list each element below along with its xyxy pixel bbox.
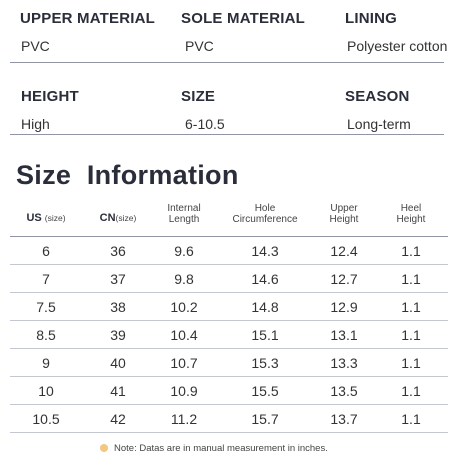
table-cell: 1.1 [401,299,421,315]
divider [10,134,444,135]
table-row: 9 40 10.7 15.3 13.3 1.1 [10,349,448,377]
table-cell: 14.3 [251,243,279,259]
table-cell: 8.5 [36,327,56,343]
col-header-hole-circumference: Hole Circumference [214,203,316,225]
table-cell: 9 [42,355,50,371]
col-header-us-unit: (size) [44,213,66,223]
table-cell: 37 [110,271,126,287]
spec-value-size: 6-10.5 [185,116,225,132]
divider [10,62,444,63]
table-row: 6 36 9.6 14.3 12.4 1.1 [10,237,448,265]
spec-value-height: High [21,116,50,132]
spec-label-upper-material: UPPER MATERIAL [20,10,156,27]
table-cell: 9.8 [174,271,194,287]
table-cell: 39 [110,327,126,343]
col-header-line: Hole [254,203,276,214]
col-header-heel-height: Heel Height [378,203,444,225]
spec-value-sole-material: PVC [185,38,214,54]
spec-value-season: Long-term [347,116,411,132]
footnote: Note: Datas are in manual measurement in… [100,443,328,454]
col-header-us-label: US [26,212,42,224]
table-cell: 10.4 [170,327,198,343]
col-header-line: Heel [400,203,422,214]
table-cell: 12.7 [330,271,358,287]
table-cell: 13.5 [330,383,358,399]
table-cell: 1.1 [401,243,421,259]
table-cell: 1.1 [401,327,421,343]
table-cell: 40 [110,355,126,371]
table-cell: 12.4 [330,243,358,259]
spec-label-sole-material: SOLE MATERIAL [181,10,305,27]
spec-label-season: SEASON [345,88,410,105]
table-body: 6 36 9.6 14.3 12.4 1.1 7 37 9.8 14.6 12.7 1.1 7.5 38 1… [10,237,448,433]
table-cell: 1.1 [401,411,421,427]
bullet-icon [100,444,108,452]
col-header-line: Circumference [232,214,298,225]
table-cell: 15.5 [251,383,279,399]
col-header-cn: CN(size) [82,213,154,224]
table-cell: 13.1 [330,327,358,343]
spec-row: HEIGHT High SIZE 6-10.5 SEASON Long-term [0,78,458,148]
divider [10,236,448,237]
table-cell: 9.6 [174,243,194,259]
table-cell: 1.1 [401,355,421,371]
spec-value-lining: Polyester cotton [347,38,448,54]
table-cell: 1.1 [401,271,421,287]
table-cell: 12.9 [330,299,358,315]
col-header-us: US (size) [10,213,82,224]
table-cell: 42 [110,411,126,427]
section-title: Size Information [16,160,239,190]
col-header-upper-height: Upper Height [316,203,372,225]
table-row: 10 41 10.9 15.5 13.5 1.1 [10,377,448,405]
table-cell: 6 [42,243,50,259]
product-specs: UPPER MATERIAL PVC SOLE MATERIAL PVC LIN… [0,0,458,140]
spec-row: UPPER MATERIAL PVC SOLE MATERIAL PVC LIN… [0,0,458,70]
table-cell: 13.7 [330,411,358,427]
col-header-line: Internal [167,203,201,214]
table-cell: 10.2 [170,299,198,315]
size-table: US (size) CN(size) Internal Length Hole … [10,203,448,433]
table-cell: 15.1 [251,327,279,343]
col-header-line: Length [168,214,200,225]
spec-label-size: SIZE [181,88,216,105]
footnote-text: Note: Datas are in manual measurement in… [114,443,328,454]
col-header-cn-unit: (size) [115,213,137,223]
col-header-cn-label: CN [99,212,116,224]
table-cell: 11.2 [170,411,198,427]
table-row: 7 37 9.8 14.6 12.7 1.1 [10,265,448,293]
table-cell: 14.8 [251,299,279,315]
table-cell: 7 [42,271,50,287]
table-cell: 10 [38,383,54,399]
spec-value-upper-material: PVC [21,38,50,54]
spec-label-lining: LINING [345,10,398,27]
table-cell: 14.6 [251,271,279,287]
table-cell: 7.5 [36,299,56,315]
table-cell: 41 [110,383,126,399]
table-header: US (size) CN(size) Internal Length Hole … [10,203,448,237]
table-cell: 38 [110,299,126,315]
table-cell: 1.1 [401,383,421,399]
col-header-line: Height [329,214,359,225]
table-cell: 15.3 [251,355,279,371]
table-cell: 10.9 [170,383,198,399]
table-cell: 36 [110,243,126,259]
col-header-line: Height [396,214,426,225]
table-cell: 10.7 [170,355,198,371]
col-header-line: Upper [330,203,358,214]
table-row: 7.5 38 10.2 14.8 12.9 1.1 [10,293,448,321]
spec-label-height: HEIGHT [21,88,79,105]
table-row: 10.5 42 11.2 15.7 13.7 1.1 [10,405,448,433]
table-cell: 13.3 [330,355,358,371]
table-cell: 10.5 [32,411,60,427]
col-header-internal-length: Internal Length [154,203,214,225]
table-cell: 15.7 [251,411,279,427]
table-row: 8.5 39 10.4 15.1 13.1 1.1 [10,321,448,349]
